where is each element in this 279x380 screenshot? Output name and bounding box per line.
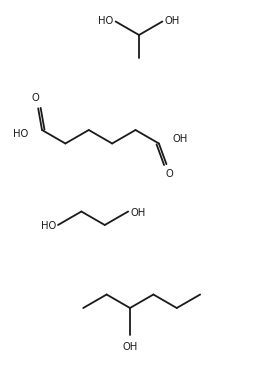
Text: O: O: [31, 93, 39, 103]
Text: OH: OH: [164, 16, 180, 25]
Text: OH: OH: [173, 135, 188, 144]
Text: HO: HO: [98, 16, 114, 25]
Text: OH: OH: [122, 342, 138, 352]
Text: OH: OH: [130, 207, 145, 217]
Text: HO: HO: [41, 221, 56, 231]
Text: HO: HO: [13, 129, 28, 139]
Text: O: O: [165, 169, 173, 179]
